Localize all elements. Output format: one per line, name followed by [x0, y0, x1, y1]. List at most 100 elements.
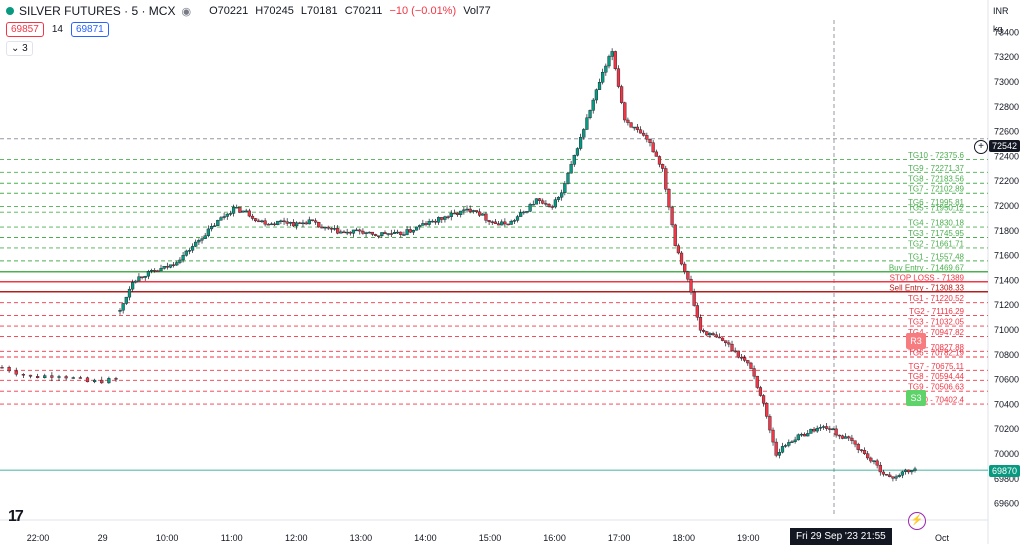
y-tick-label: 70400	[994, 399, 1019, 409]
candle-body	[746, 360, 750, 364]
candle-body	[408, 229, 412, 233]
candle-body	[127, 288, 132, 298]
candle-body	[194, 241, 198, 247]
unit-label[interactable]: kg	[993, 24, 1003, 34]
candle-body	[547, 204, 551, 207]
candle-body	[512, 220, 516, 222]
candle-body	[307, 219, 311, 225]
x-tick-label: 19:00	[737, 533, 760, 543]
candle-body	[203, 235, 207, 239]
crosshair-date-label: Fri 29 Sep '23 21:55	[790, 528, 892, 545]
candle-body	[714, 334, 718, 338]
candle-body	[755, 375, 759, 388]
candle-body	[809, 428, 813, 434]
y-tick-label: 72000	[994, 201, 1019, 211]
candle-body	[544, 203, 548, 205]
candle-body	[383, 232, 387, 234]
candle-body	[377, 235, 381, 237]
low-value: L70181	[300, 5, 338, 17]
candle-body	[859, 449, 863, 451]
candle-body	[304, 222, 308, 225]
y-tick-label: 71000	[994, 325, 1019, 335]
candle-body	[515, 216, 520, 221]
candle-body	[657, 156, 662, 165]
candle-body	[872, 460, 876, 463]
candle-body	[799, 433, 804, 436]
sell-target-label: TG7 - 70675.11	[909, 362, 965, 371]
candle-body	[528, 204, 532, 212]
candle-body	[869, 457, 873, 462]
candle-body	[168, 264, 173, 268]
candle-body	[209, 226, 214, 230]
candle-body	[71, 377, 75, 379]
candle-body	[601, 72, 605, 83]
candle-body	[0, 367, 4, 369]
currency-label[interactable]: INR	[993, 6, 1009, 16]
close-value: C70211	[344, 5, 383, 17]
candle-body	[525, 211, 529, 213]
candle-body	[437, 217, 441, 223]
candle-body	[676, 245, 680, 254]
candle-body	[843, 436, 848, 439]
candle-body	[184, 250, 188, 256]
candle-body	[250, 215, 255, 219]
candle-body	[140, 276, 144, 278]
candle-body	[777, 452, 781, 456]
eye-icon[interactable]: ◉	[181, 5, 192, 18]
candle-body	[894, 476, 898, 479]
candle-body	[288, 221, 292, 224]
candle-body	[620, 86, 624, 103]
sell-target-label: TG6 - 70782.19	[908, 349, 965, 358]
candle-body	[698, 317, 703, 331]
candle-body	[181, 255, 185, 261]
candle-body	[175, 262, 179, 266]
candle-body	[550, 206, 554, 208]
symbol-title[interactable]: SILVER FUTURES · 5 · MCX	[19, 4, 176, 18]
candle-body	[553, 199, 557, 208]
candle-body	[345, 231, 349, 234]
y-tick-label: 71400	[994, 275, 1019, 285]
candle-body	[594, 89, 598, 101]
candle-body	[355, 229, 359, 232]
x-tick-label: 22:00	[27, 533, 50, 543]
candle-body	[692, 291, 696, 306]
candle-body	[159, 268, 163, 272]
candle-body	[373, 234, 378, 236]
candle-body	[812, 428, 816, 432]
candle-body	[50, 375, 54, 378]
candle-body	[64, 376, 68, 379]
candle-body	[597, 82, 602, 90]
candle-body	[459, 210, 463, 215]
x-tick-label: Oct	[935, 533, 950, 543]
sell-target-label: TG10 - 70402.4	[908, 396, 965, 405]
tradingview-logo[interactable]: 17	[8, 508, 24, 525]
add-alert-icon[interactable]: +	[974, 140, 988, 154]
high-value: H70245	[255, 5, 294, 17]
change-value: −10 (−0.01%)	[389, 5, 457, 17]
candle-body	[78, 377, 82, 379]
x-tick-label: 18:00	[672, 533, 695, 543]
indicators-toggle[interactable]: ⌄ 3	[6, 41, 33, 56]
candle-body	[389, 233, 393, 235]
candle-body	[828, 428, 832, 430]
candle-body	[541, 200, 545, 204]
candle-body	[162, 265, 166, 269]
x-tick-label: 14:00	[414, 533, 437, 543]
candle-body	[490, 221, 494, 223]
candle-body	[430, 220, 434, 223]
buy-target-label: TG9 - 72271.37	[908, 164, 965, 173]
candle-body	[582, 129, 586, 138]
buy-button[interactable]: 69871	[70, 22, 109, 37]
candle-body	[272, 223, 277, 226]
candle-body	[474, 210, 479, 213]
buy-target-label: TG1 - 71557.48	[908, 252, 965, 261]
candle-body	[57, 376, 61, 378]
sell-button[interactable]: 69857	[6, 22, 44, 37]
x-tick-label: 17:00	[608, 533, 631, 543]
candle-body	[153, 270, 157, 272]
candle-body	[200, 238, 204, 241]
candle-body	[806, 433, 810, 437]
candle-body	[85, 377, 90, 383]
bolt-icon[interactable]: ⚡	[908, 512, 926, 530]
